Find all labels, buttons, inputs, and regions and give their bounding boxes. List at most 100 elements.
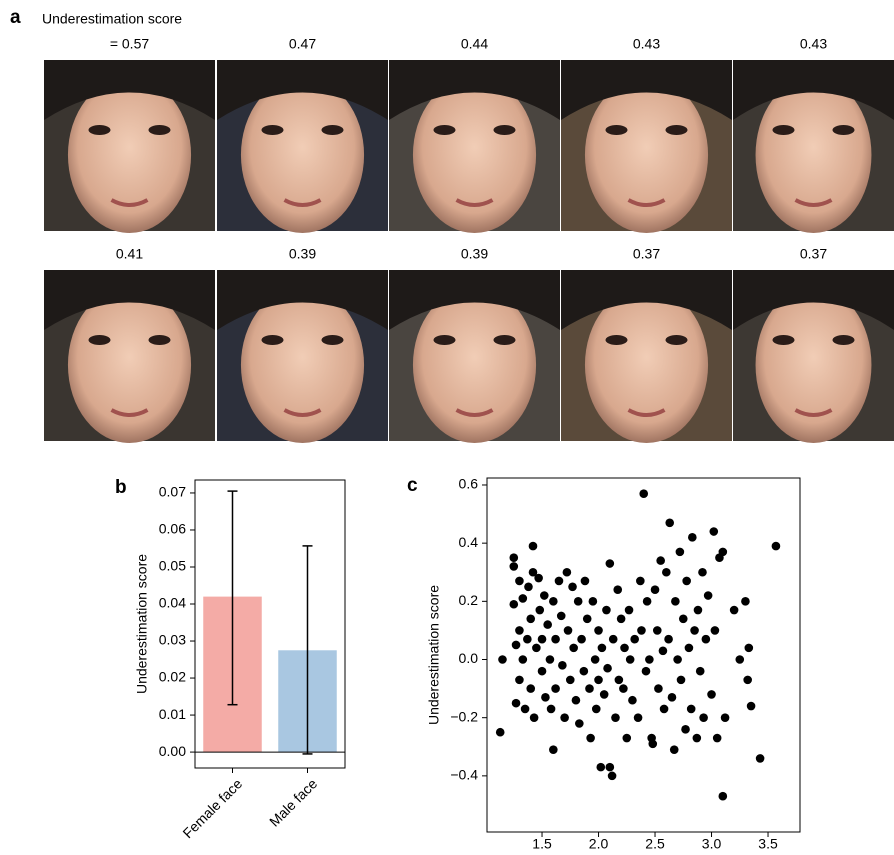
face-skin xyxy=(756,77,872,233)
y-tick-label: 0.06 xyxy=(159,521,186,537)
point xyxy=(630,635,639,644)
point xyxy=(656,556,665,565)
x-tick-label: 1.5 xyxy=(532,836,552,850)
y-axis-label: Underestimation score xyxy=(134,554,150,694)
point xyxy=(580,667,589,676)
face-eye xyxy=(322,125,344,135)
point xyxy=(515,577,524,586)
point xyxy=(609,635,618,644)
y-tick-label: 0.05 xyxy=(159,558,186,574)
panel-label: b xyxy=(115,477,127,498)
point xyxy=(606,763,615,772)
face-eye xyxy=(434,335,456,345)
point xyxy=(699,713,708,722)
x-tick-label: Female face xyxy=(179,775,245,841)
face-score: = 0.57 xyxy=(110,36,150,52)
point xyxy=(690,626,699,635)
point xyxy=(682,577,691,586)
point xyxy=(622,734,631,743)
point xyxy=(512,699,521,708)
point xyxy=(636,577,645,586)
point xyxy=(659,646,668,655)
point xyxy=(743,676,752,685)
face-eye xyxy=(322,335,344,345)
y-tick-label: 0.07 xyxy=(159,484,186,500)
face-eye xyxy=(494,335,516,345)
point xyxy=(625,606,634,615)
point xyxy=(693,734,702,743)
point xyxy=(662,568,671,577)
point xyxy=(704,591,713,600)
point xyxy=(594,626,603,635)
point xyxy=(671,597,680,606)
point xyxy=(668,693,677,702)
point xyxy=(611,713,620,722)
face-skin xyxy=(585,287,708,443)
point xyxy=(530,713,539,722)
point xyxy=(509,553,518,562)
point xyxy=(586,734,595,743)
point xyxy=(645,655,654,664)
point xyxy=(535,606,544,615)
point xyxy=(600,690,609,699)
point xyxy=(653,626,662,635)
point xyxy=(547,705,556,714)
panel-title: Underestimation score xyxy=(42,11,182,27)
point xyxy=(709,527,718,536)
face-eye xyxy=(666,335,688,345)
point xyxy=(613,585,622,594)
point xyxy=(572,696,581,705)
point xyxy=(496,728,505,737)
point xyxy=(585,684,594,693)
point xyxy=(747,702,756,711)
point xyxy=(603,664,612,673)
point xyxy=(673,655,682,664)
point xyxy=(509,562,518,571)
face-eye xyxy=(262,335,284,345)
point xyxy=(688,533,697,542)
point xyxy=(719,548,728,557)
point xyxy=(676,548,685,557)
point xyxy=(549,745,558,754)
y-tick-label: −0.4 xyxy=(450,767,478,783)
face-skin xyxy=(68,77,191,233)
point xyxy=(534,574,543,583)
face-score: 0.44 xyxy=(461,36,488,52)
face-eye xyxy=(149,125,171,135)
point xyxy=(596,763,605,772)
face-eye xyxy=(434,125,456,135)
point xyxy=(566,676,575,685)
point xyxy=(713,734,722,743)
point xyxy=(745,644,754,653)
face-eye xyxy=(89,125,111,135)
point xyxy=(538,635,547,644)
x-tick-label: 2.0 xyxy=(589,836,609,850)
panel-label: a xyxy=(10,7,21,28)
point xyxy=(608,772,617,781)
y-tick-label: −0.2 xyxy=(450,708,478,724)
point xyxy=(634,713,643,722)
face-score: 0.41 xyxy=(116,246,143,262)
face-eye xyxy=(149,335,171,345)
point xyxy=(648,740,657,749)
point xyxy=(772,542,781,551)
point xyxy=(606,559,615,568)
point xyxy=(577,635,586,644)
face-score: 0.39 xyxy=(461,246,488,262)
y-tick-label: 0.4 xyxy=(459,534,479,550)
point xyxy=(654,684,663,693)
point xyxy=(698,568,707,577)
point xyxy=(626,655,635,664)
face-eye xyxy=(606,335,628,345)
point xyxy=(756,754,765,763)
point xyxy=(687,705,696,714)
point xyxy=(721,713,730,722)
point xyxy=(575,719,584,728)
point xyxy=(523,635,532,644)
point xyxy=(515,626,524,635)
point xyxy=(529,542,538,551)
point xyxy=(592,705,601,714)
point xyxy=(515,676,524,685)
face-score: 0.43 xyxy=(633,36,660,52)
point xyxy=(540,591,549,600)
